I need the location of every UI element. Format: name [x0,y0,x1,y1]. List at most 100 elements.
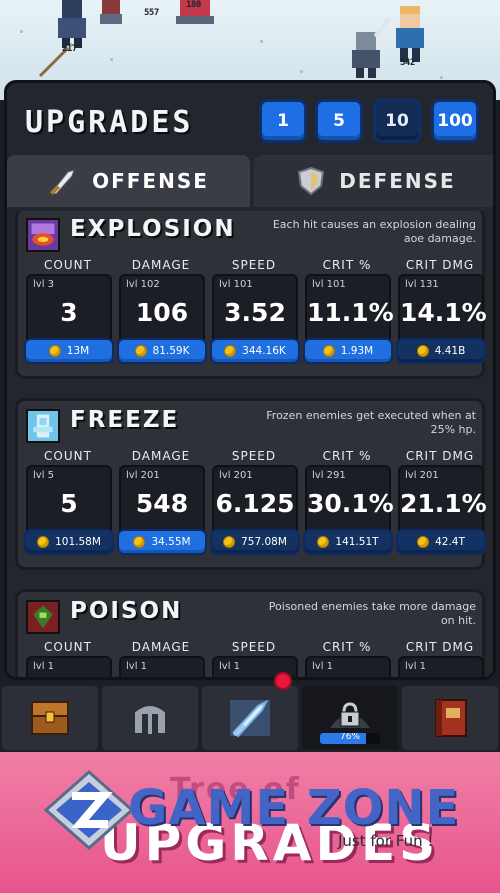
stat-crit-percent: CRIT % lvl 101 11.1% 1.93M [303,258,394,376]
nav-inventory-button[interactable] [2,686,98,750]
upgrade-cost-button[interactable]: 42.4T [396,529,486,555]
sword-icon [50,169,75,195]
multiplier-button-100[interactable]: 100 [431,99,479,143]
stat-speed: SPEED lvl 101 3.52 344.16K [210,258,300,376]
stat-box: lvl 131 14.1% [398,274,487,344]
stat-box: lvl 291 30.1% [305,465,394,535]
stat-box: lvl 1 [398,656,484,677]
unlock-progress-bar: 76% [320,733,380,744]
stat-level: lvl 1 [312,661,334,672]
stat-box: lvl 101 3.52 [212,274,298,344]
nav-equipment-button[interactable] [102,686,198,750]
stat-level: lvl 201 [219,470,253,481]
stat-level: lvl 131 [405,279,439,290]
tab-defense[interactable]: DEFENSE [254,155,493,207]
cost-value: 101.58M [55,536,101,548]
stat-box: lvl 5 5 [26,465,112,535]
stat-label: CRIT DMG [405,258,475,272]
unlock-progress-fill [320,733,366,744]
stat-box: lvl 101 11.1% [305,274,394,344]
stat-label: DAMAGE [131,258,191,272]
upgrade-cost-button[interactable]: 1.93M [303,338,393,364]
upgrade-cost-button[interactable]: 34.55M [117,529,207,555]
unlock-progress-label: 76% [339,733,360,742]
multiplier-button-10[interactable]: 10 [373,99,421,143]
upgrade-description: Poisoned enemies take more damage on hit… [268,600,476,627]
tab-defense-label: DEFENSE [339,169,456,193]
cost-value: 34.55M [151,536,191,548]
stat-count: COUNT lvl 5 5 101.58M [24,449,114,567]
damage-number: 557 [144,8,159,18]
stat-crit-damage: CRIT DMG lvl 1 [396,640,484,677]
stat-value: 14.1% [400,298,487,327]
upgrade-cost-button[interactable]: 13M [24,338,114,364]
cost-value: 81.59K [152,345,190,357]
coin-icon [223,536,236,548]
upgrade-list[interactable]: EXPLOSION Each hit causes an explosion d… [7,211,493,677]
upgrade-cost-button[interactable]: 344.16K [210,338,300,364]
upgrade-name: FREEZE [70,407,180,433]
stat-count: COUNT lvl 3 3 13M [24,258,114,376]
shield-icon [298,166,325,196]
upgrade-card-poison: POISON Poisoned enemies take more damage… [15,589,485,677]
stat-label: SPEED [231,449,277,463]
upgrade-cost-button[interactable]: 757.08M [210,529,300,555]
stat-box: lvl 201 21.1% [398,465,487,535]
upgrade-name: EXPLOSION [70,216,236,242]
cost-value: 344.16K [242,345,286,357]
watermark-tagline: Just for Fun ! [338,832,434,850]
stat-label: DAMAGE [131,640,191,654]
stat-value: 6.125 [215,489,295,518]
stat-label: COUNT [44,640,92,654]
bottom-nav: 76% [0,682,500,752]
upgrade-name: POISON [70,598,183,624]
stat-label: CRIT % [322,258,372,272]
coin-icon [48,345,61,357]
upgrade-cost-button[interactable]: 141.51T [303,529,393,555]
multiplier-button-1[interactable]: 1 [259,99,307,143]
stat-level: lvl 102 [126,279,160,290]
stat-label: CRIT DMG [405,640,475,654]
sword-upgrade-icon [230,699,270,738]
stat-crit-percent: CRIT % lvl 1 [303,640,391,677]
stat-crit-damage: CRIT DMG lvl 201 21.1% 42.4T [396,449,487,567]
stat-level: lvl 101 [312,279,346,290]
freeze-icon [26,409,60,443]
damage-number: 342 [400,58,415,68]
stat-label: COUNT [44,258,92,272]
cost-value: 141.51T [335,536,379,548]
stat-level: lvl 1 [33,661,55,672]
nav-upgrades-button[interactable] [202,686,298,750]
stat-label: DAMAGE [131,449,191,463]
tab-offense-label: OFFENSE [92,169,209,193]
stat-crit-percent: CRIT % lvl 291 30.1% 141.51T [303,449,394,567]
footer-banner: Tree of UPGRADES GAME ZONE Just for Fun … [0,752,500,893]
stat-damage: DAMAGE lvl 201 548 34.55M [117,449,207,567]
stat-box: lvl 1 [119,656,205,677]
upgrade-cost-button[interactable]: 81.59K [117,338,207,364]
stat-level: lvl 5 [33,470,55,481]
nav-locked-button[interactable]: 76% [302,686,398,750]
upgrade-cost-button[interactable]: 101.58M [24,529,114,555]
damage-number: 217 [62,44,77,54]
tab-offense[interactable]: OFFENSE [7,155,250,207]
stat-count: COUNT lvl 1 [24,640,112,677]
coin-icon [224,345,237,357]
nav-book-button[interactable] [402,686,498,750]
upgrade-cost-button[interactable]: 4.41B [396,338,486,364]
stat-label: SPEED [231,640,277,654]
helmet-icon [133,704,167,735]
hero-knight-icon [396,6,424,62]
stat-damage: DAMAGE lvl 102 106 81.59K [117,258,207,376]
panel-title: UPGRADES [25,105,194,140]
coin-icon [417,536,430,548]
stat-box: lvl 1 [26,656,112,677]
stat-value: 21.1% [400,489,487,518]
explosion-icon [26,218,60,252]
stat-level: lvl 1 [405,661,427,672]
game-title-line2: UPGRADES [100,814,440,872]
stat-damage: DAMAGE lvl 1 [117,640,205,677]
multiplier-button-5[interactable]: 5 [315,99,363,143]
watermark-logo-icon [44,770,134,850]
stat-value: 106 [135,298,189,327]
